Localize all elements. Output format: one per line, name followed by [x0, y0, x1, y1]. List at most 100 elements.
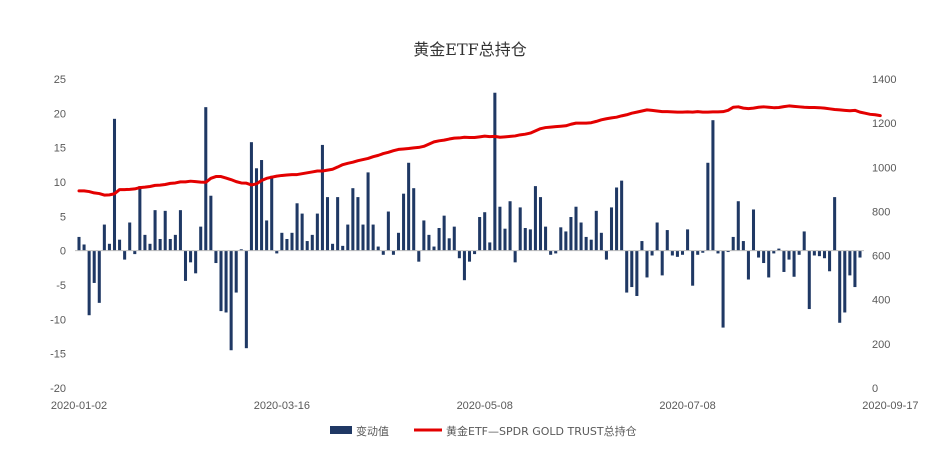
bar: [746, 250, 750, 280]
x-tick-label: 2020-09-17: [862, 400, 918, 412]
bar: [118, 239, 122, 251]
bar: [620, 180, 624, 251]
bar: [265, 220, 269, 251]
bar: [757, 250, 761, 258]
bar: [407, 162, 411, 251]
bar: [822, 250, 827, 259]
bar: [762, 250, 766, 264]
x-tick-label: 2020-05-08: [457, 400, 513, 412]
bar: [396, 232, 401, 251]
bar: [833, 197, 837, 251]
bar: [158, 238, 162, 251]
legend: 变动值 黄金ETF—SPDR GOLD TRUST总持仓: [330, 424, 637, 438]
bar: [559, 227, 563, 251]
bar: [615, 187, 619, 251]
bar: [802, 231, 806, 251]
x-tick-label: 2020-07-08: [659, 400, 715, 412]
bar: [503, 228, 507, 251]
bar: [183, 250, 188, 281]
bar: [564, 231, 568, 251]
bar: [77, 236, 81, 251]
bar: [97, 250, 101, 303]
bar: [544, 226, 548, 251]
bar: [320, 144, 324, 251]
left-axis: 25 20 15 10 5 0 -5 -10 -15 -20: [50, 74, 66, 395]
bar: [853, 250, 857, 288]
bar: [336, 197, 340, 251]
bar: [518, 207, 522, 251]
bar: [153, 210, 157, 251]
bar: [427, 234, 431, 251]
bar: [351, 188, 355, 251]
bar: [701, 250, 705, 253]
bar: [442, 215, 446, 251]
bar: [675, 250, 679, 257]
bar: [219, 250, 223, 312]
chart-title: 黄金ETF总持仓: [413, 40, 526, 59]
bar: [391, 250, 395, 255]
bar: [315, 213, 319, 251]
bar: [209, 195, 213, 251]
bar: [782, 250, 786, 272]
bar: [452, 226, 456, 251]
left-tick-label: 0: [60, 246, 66, 258]
bar: [244, 250, 248, 349]
bar: [777, 248, 781, 251]
bar: [275, 250, 279, 254]
bar: [402, 193, 406, 251]
left-tick-label: 10: [54, 177, 66, 189]
bar: [102, 224, 106, 251]
right-axis: 1400 1200 1000 800 600 400 200 0: [872, 74, 896, 395]
bar: [655, 222, 659, 251]
bar: [493, 92, 497, 251]
bar: [371, 224, 375, 251]
bar: [473, 250, 477, 255]
bar: [751, 209, 756, 251]
bar: [696, 250, 700, 255]
bar: [549, 250, 553, 255]
bar: [356, 197, 360, 251]
bar: [163, 210, 167, 251]
bar: [797, 250, 801, 255]
bar: [635, 250, 639, 296]
bar: [569, 217, 573, 251]
bar: [599, 232, 603, 251]
bar: [178, 210, 182, 251]
bar: [513, 250, 517, 263]
bar: [538, 197, 543, 251]
bar: [457, 250, 461, 259]
bar: [711, 120, 715, 251]
bar: [848, 250, 852, 276]
bar: [381, 250, 385, 255]
bar: [660, 250, 664, 276]
bar: [812, 250, 816, 256]
holdings-line: [77, 104, 882, 197]
bar: [341, 245, 345, 251]
bar: [249, 142, 253, 251]
bar: [361, 224, 365, 251]
bar: [290, 232, 294, 251]
right-tick-label: 800: [872, 206, 890, 218]
right-tick-label: 200: [872, 339, 890, 351]
bar: [92, 250, 96, 283]
bar: [625, 250, 629, 293]
x-axis: 2020-01-02 2020-03-16 2020-05-08 2020-07-08…: [51, 400, 919, 412]
bar: [234, 250, 238, 293]
bar: [772, 250, 776, 254]
bar: [787, 250, 791, 260]
left-tick-label: 25: [54, 74, 66, 86]
bar: [214, 250, 218, 264]
right-tick-label: 400: [872, 295, 890, 307]
bar: [82, 244, 86, 251]
bar: [843, 250, 847, 313]
bar: [254, 168, 259, 251]
bar: [138, 186, 142, 251]
bar: [670, 250, 674, 256]
bar: [498, 206, 502, 251]
bar: [437, 228, 441, 251]
bar: [412, 188, 416, 251]
bar: [173, 234, 177, 251]
bar: [270, 175, 274, 251]
bar: [224, 250, 228, 313]
